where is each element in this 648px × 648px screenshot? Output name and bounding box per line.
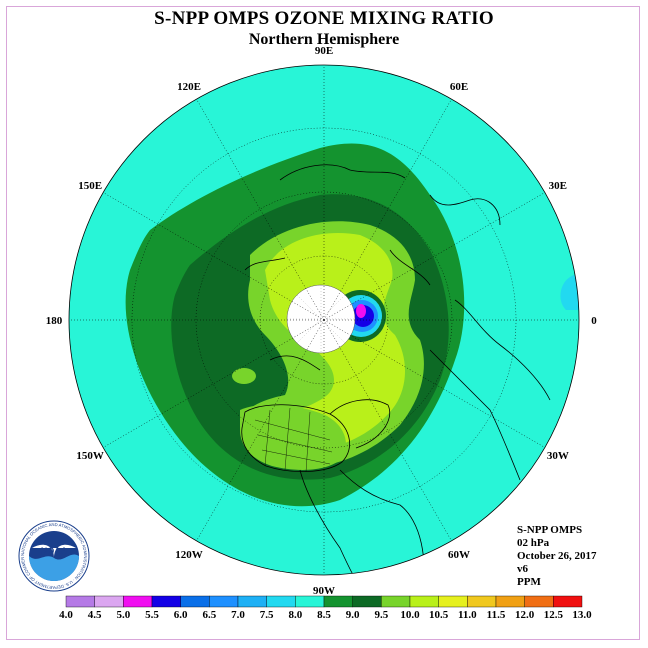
longitude-label: 60E — [450, 81, 468, 93]
info-pressure: 02 hPa — [517, 537, 550, 549]
longitude-label: 30W — [547, 450, 569, 462]
meridian-line — [323, 319, 545, 448]
longitude-labels: 90E 60E 30E 0 30W 60W 90W 120W 150W 180 150E 120E — [46, 45, 598, 597]
longitude-label: 30E — [549, 180, 567, 192]
meridian-line — [196, 99, 325, 321]
longitude-label: 150E — [78, 180, 102, 192]
ozone-level-7-5-patch — [560, 275, 579, 310]
meridian-line — [323, 192, 545, 321]
polar-core-5-0 — [356, 304, 366, 318]
longitude-label: 90E — [315, 45, 333, 57]
meridian-line — [323, 99, 452, 321]
map-subtitle: Northern Hemisphere — [248, 31, 400, 48]
meridian-line — [103, 192, 325, 321]
longitude-label: 60W — [448, 549, 470, 561]
longitude-label: 90W — [313, 585, 335, 597]
longitude-label: 180 — [46, 315, 63, 327]
noaa-logo: NOAA NATIONAL OCEANIC AND ATMOSPHERIC AD… — [18, 520, 90, 592]
ozone-level-9-5-patch — [232, 368, 256, 384]
us-state-borders — [254, 407, 333, 473]
meridian-lines — [69, 65, 579, 575]
noaa-logo-text: NOAA — [41, 546, 68, 556]
longitude-label: 0 — [591, 315, 597, 327]
meridian-line — [103, 319, 325, 448]
meridian-line — [196, 319, 325, 541]
ozone-level-9-5-us-region — [240, 404, 346, 470]
longitude-label: 150W — [76, 450, 104, 462]
info-instrument: S-NPP OMPS — [517, 524, 583, 536]
meridian-line — [323, 319, 452, 541]
info-date: October 26, 2017 — [517, 550, 597, 562]
coastlines — [241, 164, 551, 575]
info-units: PPM — [517, 576, 541, 588]
polar-night-graticule — [287, 285, 355, 353]
info-version: v6 — [517, 563, 528, 575]
hemisphere-outline — [68, 64, 580, 576]
longitude-label: 120E — [177, 81, 201, 93]
map-info-block: S-NPP OMPS 02 hPa October 26, 2017 v6 PP… — [517, 524, 597, 589]
map-title: S-NPP OMPS OZONE MIXING RATIO — [154, 8, 494, 29]
figure-frame — [6, 6, 640, 640]
longitude-label: 120W — [175, 549, 203, 561]
